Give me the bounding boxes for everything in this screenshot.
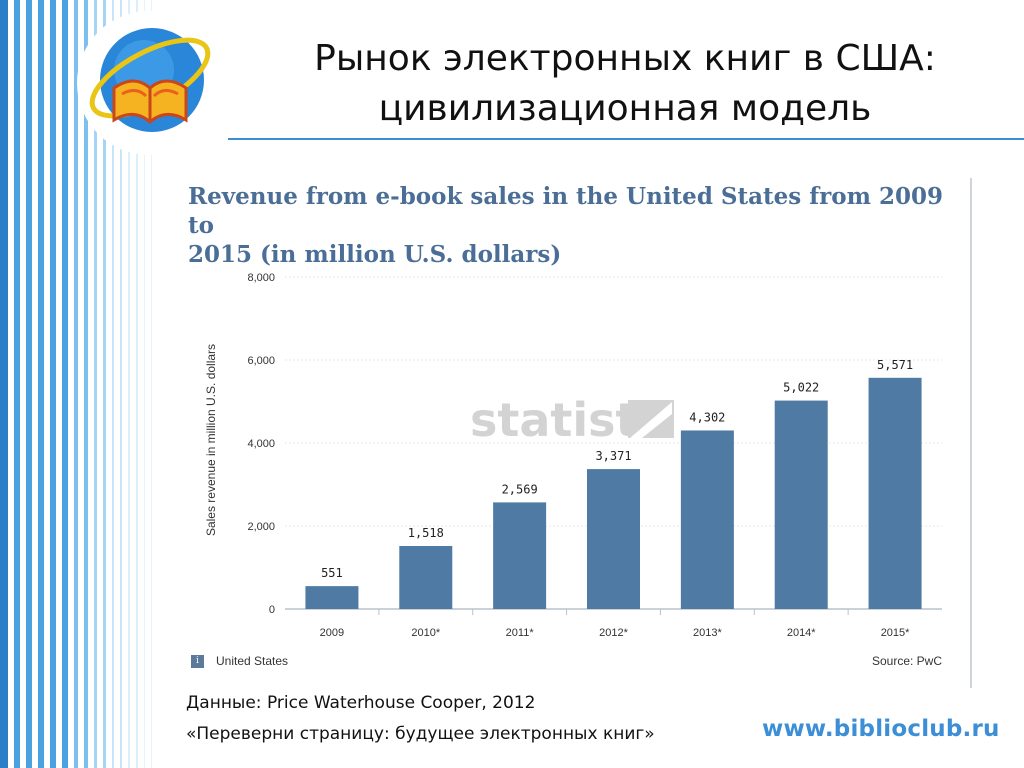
statista-watermark: statista <box>470 394 674 442</box>
x-tick-label: 2009 <box>320 627 344 639</box>
y-tick-label: 2,000 <box>247 521 275 533</box>
decorative-stripes <box>0 0 152 768</box>
bar <box>680 430 734 609</box>
chart-card <box>160 164 972 688</box>
bar <box>305 586 359 609</box>
bar <box>868 377 922 609</box>
bar-value-label: 1,518 <box>408 526 444 540</box>
bar <box>774 400 828 609</box>
bar-value-label: 5,022 <box>783 381 819 395</box>
slide-title-line-1: Рынок электронных книг в США: <box>314 38 936 79</box>
y-tick-label: 0 <box>269 604 275 616</box>
chart-title-line-1: Revenue from e-book sales in the United … <box>188 183 943 239</box>
y-tick-label: 8,000 <box>247 272 275 284</box>
chart-title-line-2: 2015 (in million U.S. dollars) <box>188 241 562 268</box>
bar <box>493 502 547 609</box>
x-tick-label: 2015* <box>881 627 910 639</box>
card-border <box>970 178 972 688</box>
bar-value-label: 3,371 <box>595 449 631 463</box>
bar-value-label: 5,571 <box>877 358 913 372</box>
y-tick-label: 4,000 <box>247 438 275 450</box>
bar-value-label: 551 <box>321 566 343 580</box>
slide-title: Рынок электронных книг в США: цивилизаци… <box>240 34 1010 134</box>
bar-chart: 551 1,518 2,569 3,371 4,302 5,022 5,571 0 2,000… <box>204 272 942 639</box>
site-link[interactable]: www.biblioclub.ru <box>762 716 1000 742</box>
info-icon[interactable]: i <box>191 655 204 668</box>
chart-source: Source: PwC <box>871 654 942 668</box>
chart-region: United States <box>216 654 289 668</box>
bar-value-label: 4,302 <box>689 410 725 424</box>
bar <box>399 546 453 609</box>
x-tick-label: 2014* <box>787 627 816 639</box>
title-divider <box>228 138 1024 140</box>
source-line-1: Данные: Price Waterhouse Cooper, 2012 <box>186 693 536 713</box>
bar <box>587 469 640 609</box>
y-tick-label: 6,000 <box>247 355 275 367</box>
x-tick-label: 2011* <box>506 627 535 639</box>
x-tick-label: 2012* <box>599 627 628 639</box>
bar-value-label: 2,569 <box>502 482 538 496</box>
chart-title: Revenue from e-book sales in the United … <box>188 182 948 269</box>
x-tick-label: 2010* <box>411 627 440 639</box>
x-tick-label: 2013* <box>693 627 722 639</box>
source-line-2: «Переверни страницу: будущее электронных… <box>186 724 655 744</box>
slide-title-line-2: цивилизационная модель <box>378 88 872 129</box>
y-axis-label: Sales revenue in million U.S. dollars <box>204 344 218 536</box>
book-logo-icon <box>77 11 221 155</box>
